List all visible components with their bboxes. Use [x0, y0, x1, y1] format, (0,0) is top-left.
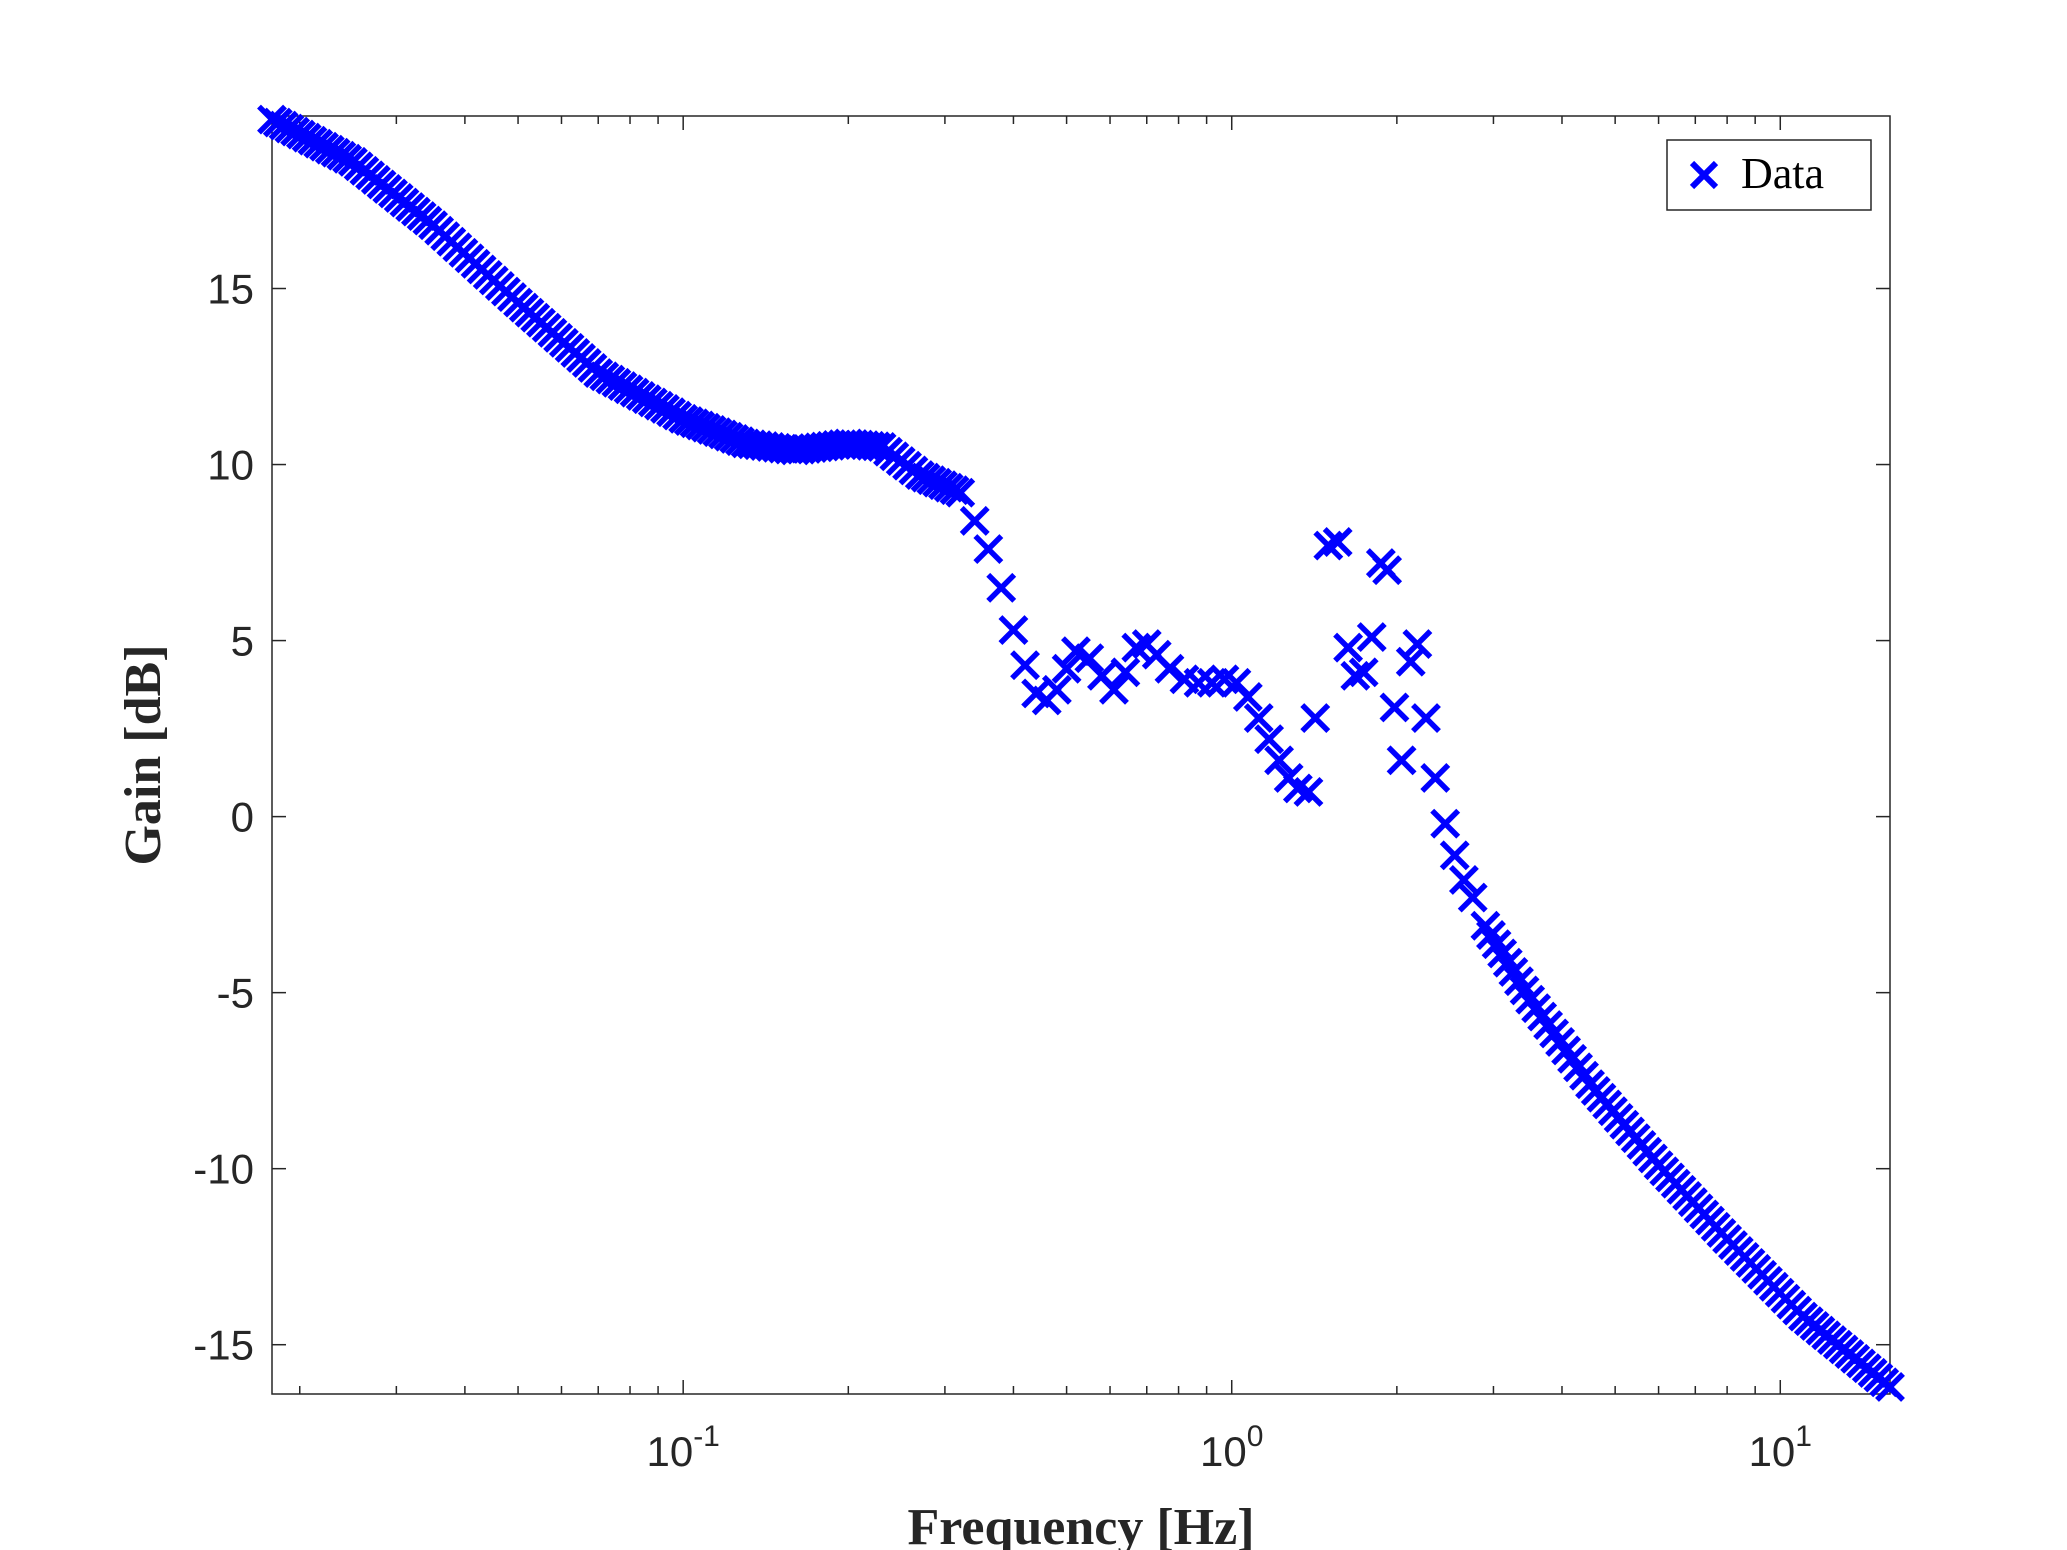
data-point — [1457, 882, 1488, 913]
data-point — [1448, 865, 1479, 895]
y-tick-label: 15 — [207, 266, 254, 313]
y-tick-label: -5 — [217, 970, 254, 1017]
data-point — [1356, 622, 1387, 653]
y-tick-label: 0 — [231, 794, 254, 841]
data-point — [1264, 745, 1295, 776]
legend-label: Data — [1741, 149, 1824, 198]
y-tick-label: 5 — [231, 618, 254, 665]
x-tick-label: 100 — [1200, 1420, 1263, 1475]
data-point — [1232, 681, 1263, 712]
data-point — [973, 534, 1004, 564]
x-tick-label: 10-1 — [646, 1420, 719, 1475]
x-tick-labels: 10-1 100 101 — [646, 1420, 1812, 1475]
y-tick-label: -10 — [193, 1146, 254, 1193]
data-point — [986, 572, 1017, 603]
data-point — [1293, 777, 1324, 807]
data-point — [1110, 657, 1141, 688]
data-point — [1322, 527, 1353, 557]
axis-ticks — [272, 116, 1890, 1394]
data-point — [1411, 703, 1441, 733]
legend: Data — [1666, 139, 1872, 211]
data-point — [1348, 657, 1379, 688]
data-point — [855, 430, 886, 461]
data-point — [1313, 530, 1344, 561]
data-point — [1300, 703, 1331, 733]
data-point — [1183, 667, 1214, 698]
data-point — [1379, 692, 1410, 723]
data-point — [1074, 643, 1105, 674]
data-point — [1875, 1372, 1905, 1402]
data-point — [1430, 808, 1461, 839]
y-tick-labels: 15 10 5 0 -5 -10 -15 — [193, 266, 254, 1369]
y-tick-label: 10 — [207, 442, 254, 489]
data-points — [257, 104, 1905, 1402]
data-point — [1154, 653, 1185, 684]
data-point — [1010, 650, 1041, 681]
data-point — [945, 477, 976, 508]
data-point — [1402, 629, 1433, 660]
x-tick-label: 101 — [1749, 1420, 1812, 1475]
data-point — [1254, 724, 1285, 755]
data-point — [1051, 653, 1082, 684]
legend-marker-icon — [1689, 160, 1719, 190]
data-point — [1041, 674, 1072, 705]
data-point — [1099, 674, 1129, 705]
data-point — [1243, 703, 1274, 733]
data-point — [1372, 555, 1403, 586]
y-tick-label: -15 — [193, 1322, 254, 1369]
data-point — [1333, 632, 1364, 663]
data-point — [1395, 646, 1426, 677]
data-point — [1439, 840, 1470, 871]
data-point — [1340, 660, 1371, 691]
data-point — [998, 615, 1029, 645]
data-point — [1420, 762, 1451, 793]
x-axis-title: Frequency [Hz] — [907, 1499, 1254, 1550]
data-point — [959, 505, 990, 536]
y-axis-title: Gain [dB] — [115, 644, 172, 865]
data-point — [1386, 745, 1417, 776]
